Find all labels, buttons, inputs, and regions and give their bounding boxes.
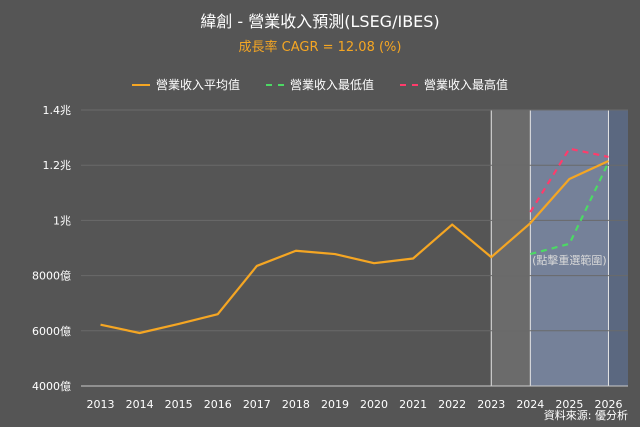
series-line-0 (100, 160, 609, 335)
chart-subtitle: 成長率 CAGR = 12.08 (%) (238, 40, 402, 55)
legend-item-low[interactable]: 營業收入最低值 (265, 76, 374, 93)
forecast-zone-1 (491, 110, 531, 386)
x-tick-label: 2015 (165, 398, 193, 411)
x-tick-label: 2016 (204, 398, 232, 411)
y-tick-label: 6000億 (32, 325, 71, 338)
chart-title: 緯創 - 營業收入預測(LSEG/IBES) (200, 12, 440, 31)
y-tick-label: 8000億 (32, 270, 71, 283)
legend-label-high: 營業收入最高值 (424, 78, 509, 92)
x-tick-label: 2021 (399, 398, 427, 411)
legend-label-average: 營業收入平均值 (155, 78, 240, 92)
y-tick-label: 1.2兆 (43, 159, 72, 172)
legend-item-average[interactable]: 營業收入平均值 (131, 76, 240, 93)
x-tick-label: 2024 (516, 398, 544, 411)
legend-swatch-average (131, 83, 150, 86)
series-line-2 (529, 147, 609, 213)
x-tick-label: 2025 (555, 398, 583, 411)
x-tick-label: 2013 (87, 398, 115, 411)
x-tick-label: 2020 (360, 398, 388, 411)
chart-legend: 營業收入平均值 營業收入最低值 營業收入最高值 (0, 76, 640, 93)
legend-swatch-low (265, 83, 284, 86)
legend-swatch-high (400, 83, 418, 86)
legend-label-low: 營業收入最低值 (289, 78, 374, 92)
forecast-zone-3 (608, 110, 628, 386)
y-tick-label: 4000億 (32, 380, 71, 393)
source-label: 資料來源: 優分析 (543, 409, 628, 422)
x-tick-label: 2019 (321, 398, 349, 411)
forecast-zone-2 (530, 110, 609, 386)
y-tick-label: 1兆 (53, 214, 71, 227)
legend-item-high[interactable]: 營業收入最高值 (400, 76, 508, 93)
x-tick-label: 2022 (438, 398, 466, 411)
x-tick-label: 2026 (594, 398, 622, 411)
range-reselect-hint[interactable]: (點擊重選範圍) (532, 253, 607, 267)
x-tick-label: 2017 (243, 398, 271, 411)
x-tick-label: 2014 (126, 398, 154, 411)
x-tick-label: 2018 (282, 398, 310, 411)
series-line-1 (530, 161, 610, 256)
y-tick-label: 1.4兆 (43, 104, 72, 117)
x-tick-label: 2023 (477, 398, 505, 411)
